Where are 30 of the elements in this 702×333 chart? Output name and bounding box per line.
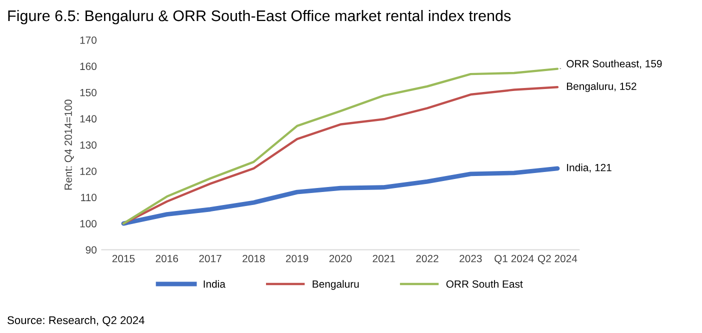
- y-tick-label: 90: [86, 246, 97, 254]
- x-tick-label: 2020: [329, 254, 352, 262]
- legend-label: India: [204, 280, 226, 288]
- x-tick-label: Q1 2024: [494, 254, 534, 264]
- x-tick-label: 2018: [242, 254, 265, 262]
- y-tick-label: 170: [80, 36, 97, 44]
- y-tick-label: 120: [80, 168, 97, 175]
- x-tick-label: 2017: [199, 254, 222, 262]
- y-tick-label: 130: [80, 141, 97, 149]
- source-note: Source: Research, Q2 2024: [8, 316, 144, 326]
- legend-label: ORR South East: [446, 280, 523, 288]
- y-tick-label: 160: [80, 62, 97, 70]
- x-tick-label: 2015: [112, 254, 135, 262]
- x-tick-label: 2019: [286, 254, 308, 262]
- x-tick-label: 2022: [416, 254, 438, 262]
- x-tick-label: 2016: [156, 254, 178, 262]
- legend-label: Bengaluru: [312, 280, 359, 290]
- x-tick-label: 2023: [460, 254, 482, 262]
- line-series: [121, 166, 560, 226]
- annotation: India, 121: [567, 164, 612, 172]
- x-tick-label: 2021: [372, 254, 395, 262]
- y-tick-label: 140: [80, 115, 97, 123]
- annotation: Bengaluru, 152: [566, 82, 636, 92]
- y-tick-label: 150: [80, 88, 97, 96]
- annotation: ORR Southeast, 159: [566, 60, 662, 69]
- x-tick-label: Q2 2024: [538, 254, 578, 264]
- y-tick-label: 100: [80, 220, 97, 228]
- y-tick-label: 110: [81, 194, 97, 202]
- chart-title: Figure 6.5: Bengaluru & ORR South-East Office market rental index trends: [8, 10, 511, 24]
- y-axis-title: Rent: Q4 2014=100: [64, 100, 74, 190]
